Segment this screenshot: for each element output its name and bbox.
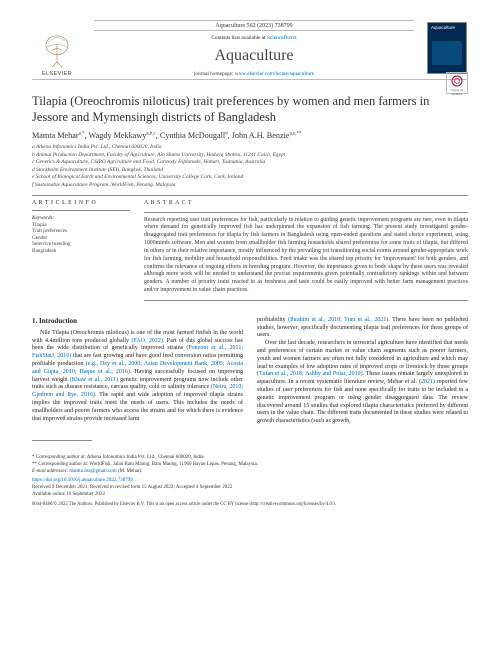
check-updates-badge[interactable]: Check for updates [446, 72, 468, 94]
journal-title: Aquaculture [86, 47, 422, 65]
elsevier-tree-icon [40, 33, 74, 71]
keyword: Selective breeding [32, 241, 130, 247]
divider [144, 212, 468, 213]
check-updates-label: Check for updates [451, 88, 464, 96]
publisher-name: ELSEVIER [42, 71, 72, 77]
affiliations: a Athena Infonomics India Pvt. Ltd., Che… [32, 144, 468, 189]
homepage-link[interactable]: www.elsevier.com/locate/aquaculture [235, 71, 314, 77]
available-at-label: Contents lists available at [211, 35, 265, 41]
author-marks: a,b,c [146, 132, 155, 137]
journal-cover-thumbnail: Aquaculture [427, 22, 467, 74]
available-at-line: Contents lists available at ScienceDirec… [86, 35, 422, 41]
cover-title: Aquaculture [431, 25, 455, 30]
journal-masthead: ELSEVIER Aquaculture 562 (2023) 738799 C… [32, 18, 468, 80]
journal-cover-box: Aquaculture [426, 18, 468, 77]
info-abstract-row: A R T I C L E I N F O Keywords: Tilapia … [32, 200, 468, 305]
keyword: Tilapia [32, 222, 130, 228]
page-root: ELSEVIER Aquaculture 562 (2023) 738799 C… [0, 0, 500, 520]
journal-reference: Aquaculture 562 (2023) 738799 [94, 20, 414, 31]
footnote-rule [32, 440, 92, 441]
author: Cynthia McDougall [160, 131, 225, 140]
affiliation: f Sustainable Aquaculture Program, World… [32, 182, 468, 189]
affiliation: d Stockholm Environment Institute (SEI),… [32, 167, 468, 174]
available-online-line: Available online 10 September 2022 [32, 492, 468, 499]
homepage-prefix: journal homepage: [194, 71, 234, 77]
masthead-center: Aquaculture 562 (2023) 738799 Contents l… [82, 18, 426, 77]
doi-link[interactable]: https://doi.org/10.1016/j.aquaculture.20… [32, 478, 468, 485]
article-info-label: A R T I C L E I N F O [32, 200, 130, 206]
affiliation: c Genetics & Aquaculture, CSIRO Agricult… [32, 159, 468, 166]
keywords-list: Tilapia Trait preferences Gender Selecti… [32, 222, 130, 254]
email-link[interactable]: mamta.dse@gmail.com [69, 469, 116, 474]
affiliation: b Animal Production Department, Faculty … [32, 152, 468, 159]
author-line: Mamta Mehara,*, Wagdy Mekkawya,b,c, Cynt… [32, 131, 468, 140]
affiliation: a Athena Infonomics India Pvt. Ltd., Che… [32, 144, 468, 151]
abstract-text: Research reporting user trait preference… [144, 217, 468, 295]
body-paragraph: Over the last decade, researchers in ter… [257, 340, 468, 426]
footnotes: * Corresponding author at: Athena Infono… [32, 455, 468, 508]
author: Wagdy Mekkawy [89, 131, 147, 140]
footnote-line: E-mail addresses: mamta.dse@gmail.com (M… [32, 469, 468, 476]
section-heading: 1. Introduction [32, 317, 243, 326]
abstract-box: A B S T R A C T Research reporting user … [144, 200, 468, 305]
copyright-line: 0044-8486/© 2022 The Authors. Published … [32, 502, 468, 508]
keyword: Bangladesh [32, 248, 130, 254]
journal-homepage-line: journal homepage: www.elsevier.com/locat… [86, 71, 422, 77]
body-paragraph: profitability (Ibrahim et al., 2019; Tra… [257, 317, 468, 340]
author: John A.H. Benzie [232, 131, 290, 140]
column-left: 1. Introduction Nile Tilapia (Oreochromi… [32, 317, 243, 426]
keywords-label: Keywords: [32, 215, 130, 221]
keyword: Gender [32, 235, 130, 241]
article-info-box: A R T I C L E I N F O Keywords: Tilapia … [32, 200, 130, 305]
keyword: Trait preferences [32, 228, 130, 234]
history-line: Received 9 December 2021; Received in re… [32, 485, 468, 492]
article-title: Tilapia (Oreochromis niloticus) trait pr… [32, 94, 468, 125]
column-right: profitability (Ibrahim et al., 2019; Tra… [257, 317, 468, 426]
footnote-line: ** Corresponding author at: WorldFish, J… [32, 462, 468, 469]
divider [32, 195, 468, 196]
footnote-line: * Corresponding author at: Athena Infono… [32, 455, 468, 462]
body-columns: 1. Introduction Nile Tilapia (Oreochromi… [32, 317, 468, 426]
sciencedirect-link[interactable]: ScienceDirect [267, 35, 297, 41]
divider [144, 300, 468, 301]
crossmark-icon [451, 75, 463, 87]
abstract-label: A B S T R A C T [144, 200, 468, 208]
publisher-logo-box: ELSEVIER [32, 18, 82, 77]
affiliation: e School of Biological Earth and Environ… [32, 174, 468, 181]
author-marks: a,e,** [290, 132, 302, 137]
divider [32, 210, 130, 211]
author: Mamta Mehar [32, 131, 79, 140]
author-marks: a,* [79, 132, 85, 137]
author-marks: d [225, 132, 228, 137]
body-paragraph: Nile Tilapia (Oreochromis niloticus) is … [32, 330, 243, 424]
